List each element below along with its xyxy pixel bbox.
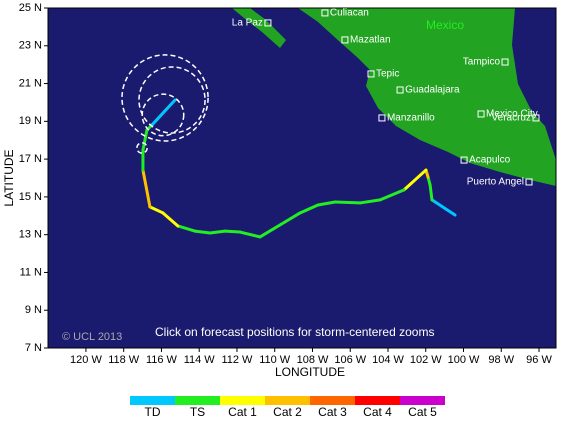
- legend-label: Cat 5: [408, 405, 437, 419]
- x-tick-label: 102 W: [410, 354, 442, 366]
- city-marker: [501, 58, 509, 66]
- track-segment: [430, 198, 457, 217]
- track-segment: [358, 198, 382, 205]
- x-tick-label: 120 W: [70, 354, 102, 366]
- track-segment: [238, 230, 262, 239]
- copyright: © UCL 2013: [62, 331, 122, 343]
- y-tick-label: 21 N: [19, 77, 42, 89]
- city-label: Puerto Angel: [467, 177, 524, 188]
- legend-label: Cat 2: [273, 405, 302, 419]
- track-segment: [141, 168, 152, 209]
- country-label: Mexico: [426, 18, 464, 32]
- city-label: Tampico: [463, 57, 501, 68]
- x-tick-label: 110 W: [259, 354, 291, 366]
- x-tick-label: 116 W: [146, 354, 178, 366]
- track-segment: [141, 128, 149, 152]
- city-marker: [378, 114, 386, 122]
- y-tick-label: 11 N: [20, 266, 42, 278]
- track-segment: [150, 98, 177, 127]
- legend-swatch: [400, 396, 445, 405]
- x-tick-label: 106 W: [334, 354, 366, 366]
- legend-label: TS: [190, 405, 205, 419]
- note: Click on forecast positions for storm-ce…: [155, 325, 434, 339]
- forecast-circle[interactable]: [141, 93, 185, 137]
- x-tick-label: 108 W: [297, 354, 329, 366]
- track-segment: [333, 200, 362, 205]
- track-segment: [193, 229, 212, 235]
- y-tick-label: 17 N: [19, 153, 42, 165]
- city-label: Mazatlan: [350, 35, 391, 46]
- frame: [47, 7, 557, 349]
- y-tick-label: 23 N: [19, 40, 42, 52]
- y-tick-label: 25 N: [19, 2, 42, 14]
- city-marker: [525, 178, 533, 186]
- track-segment: [223, 229, 242, 234]
- track-segment: [208, 229, 227, 235]
- legend-label: Cat 1: [228, 405, 257, 419]
- legend-swatch: [220, 396, 265, 405]
- city-label: Manzanillo: [387, 113, 435, 124]
- track-segment: [428, 183, 434, 202]
- x-tick-label: 98 W: [488, 354, 514, 366]
- legend-swatch: [130, 396, 175, 405]
- x-tick-label: 114 W: [184, 354, 216, 366]
- y-tick-label: 9 N: [25, 304, 42, 316]
- city-label: Tepic: [376, 69, 399, 80]
- track-segment: [258, 220, 287, 239]
- forecast-circle[interactable]: [136, 142, 148, 154]
- legend-swatch: [265, 396, 310, 405]
- x-tick-label: 118 W: [108, 354, 140, 366]
- x-axis-label: LONGITUDE: [275, 365, 345, 379]
- city-marker: [321, 9, 329, 17]
- forecast-circle[interactable]: [138, 66, 206, 134]
- city-label: Guadalajara: [405, 85, 460, 96]
- track-segment: [298, 203, 320, 215]
- x-tick-label: 104 W: [372, 354, 404, 366]
- city-marker: [367, 70, 375, 78]
- y-tick-label: 15 N: [19, 191, 42, 203]
- city-label: Veracruz: [492, 113, 531, 124]
- track-segment: [316, 200, 337, 207]
- city-marker: [264, 19, 272, 27]
- baja-peninsula: [232, 8, 286, 48]
- gulf: [512, 8, 556, 160]
- legend-swatch: [355, 396, 400, 405]
- city-label: Acapulco: [469, 155, 511, 166]
- track-segment: [378, 188, 406, 202]
- x-tick-label: 112 W: [221, 354, 253, 366]
- city-label: La Paz: [232, 18, 263, 29]
- track-segment: [283, 211, 302, 224]
- city-label: Culiacan: [330, 8, 369, 19]
- track-segment: [402, 168, 428, 192]
- legend-swatch: [310, 396, 355, 405]
- city-marker: [341, 36, 349, 44]
- city-marker: [477, 110, 485, 118]
- y-tick-label: 7 N: [25, 342, 42, 354]
- x-tick-label: 100 W: [448, 354, 480, 366]
- mainland: [298, 8, 556, 186]
- legend-label: Cat 4: [363, 405, 392, 419]
- forecast-circle[interactable]: [121, 54, 209, 142]
- y-tick-label: 13 N: [19, 229, 42, 241]
- track-segment: [176, 224, 197, 233]
- city-marker: [396, 86, 404, 94]
- city-marker: [532, 114, 540, 122]
- legend-swatch: [175, 396, 220, 405]
- track-segment: [148, 205, 165, 215]
- city-label: Mexico City: [486, 109, 538, 120]
- city-marker: [460, 156, 468, 164]
- y-axis-label: LATITUDE: [2, 149, 16, 206]
- legend-label: TD: [145, 405, 161, 419]
- x-tick-label: 96 W: [526, 354, 552, 366]
- y-tick-label: 19 N: [19, 115, 42, 127]
- legend-label: Cat 3: [318, 405, 347, 419]
- track-segment: [161, 211, 180, 228]
